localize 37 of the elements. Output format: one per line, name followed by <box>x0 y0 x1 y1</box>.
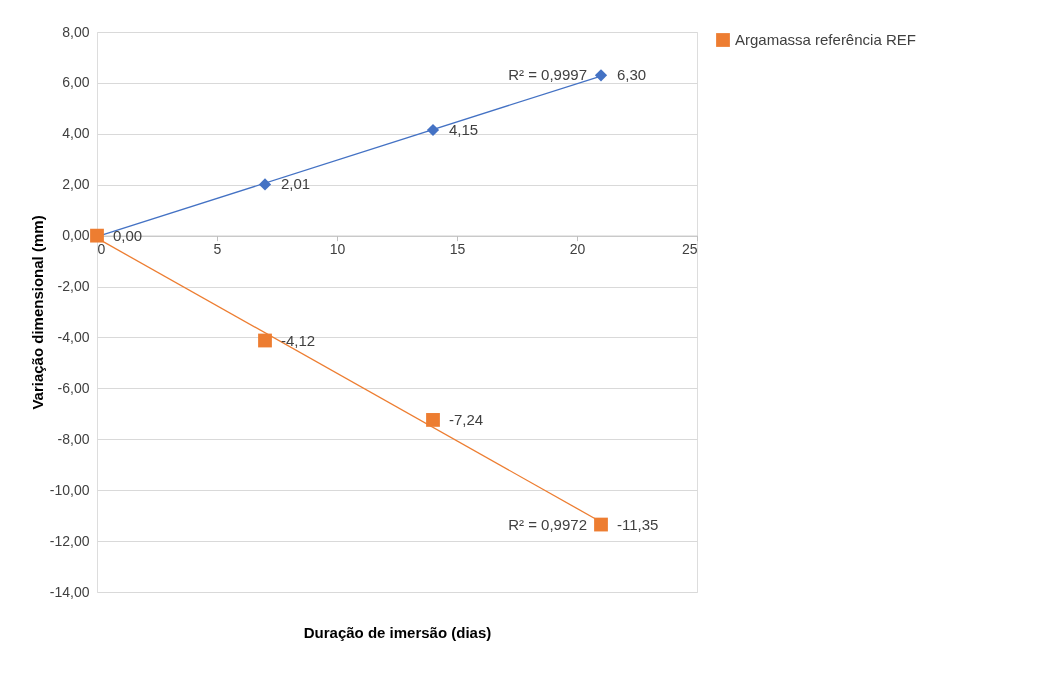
x-axis-title: Duração de imersão (dias) <box>303 623 492 641</box>
annotation: R² = 0,9972 <box>508 515 587 533</box>
x-tick-label: 15 <box>449 241 466 258</box>
point <box>258 333 272 348</box>
x-tick-label: 5 <box>213 241 222 258</box>
point <box>594 69 608 82</box>
x-tick-label: 25 <box>681 241 698 258</box>
point <box>594 517 608 532</box>
data-label: 2,01 <box>281 175 311 193</box>
y-tick-label: -4,00 <box>57 328 90 345</box>
y-tick-label: -6,00 <box>57 379 90 396</box>
y-tick-label: 4,00 <box>62 125 90 142</box>
data-label: -7,24 <box>449 410 484 428</box>
x-tick-label: 20 <box>569 241 586 258</box>
y-tick-label: 6,00 <box>62 74 90 91</box>
data-label: 4,15 <box>449 121 479 138</box>
x-tick-label: 0 <box>97 241 106 258</box>
data-label: -11,35 <box>617 515 659 533</box>
data-label: -4,12 <box>281 331 316 349</box>
y-tick-label: -12,00 <box>49 532 90 549</box>
data-label: 6,30 <box>617 66 647 84</box>
legend-label: Argamassa referência REF <box>735 31 916 48</box>
y-tick-label: 2,00 <box>62 176 90 193</box>
point <box>426 413 440 427</box>
y-tick-label: -2,00 <box>57 278 90 295</box>
point <box>90 228 104 243</box>
y-tick-label: 0,00 <box>62 227 90 244</box>
point <box>426 123 440 137</box>
y-tick-label: -14,00 <box>49 583 90 600</box>
point <box>258 178 272 191</box>
annotation: R² = 0,9997 <box>508 66 587 84</box>
x-tick-label: 10 <box>329 241 346 258</box>
y-axis-title: Variação dimensional (mm) <box>28 215 46 410</box>
data-label: 0,00 <box>113 226 143 244</box>
y-tick-label: -10,00 <box>49 481 90 498</box>
y-tick-label: 8,00 <box>62 23 90 40</box>
y-tick-label: -8,00 <box>57 430 90 447</box>
